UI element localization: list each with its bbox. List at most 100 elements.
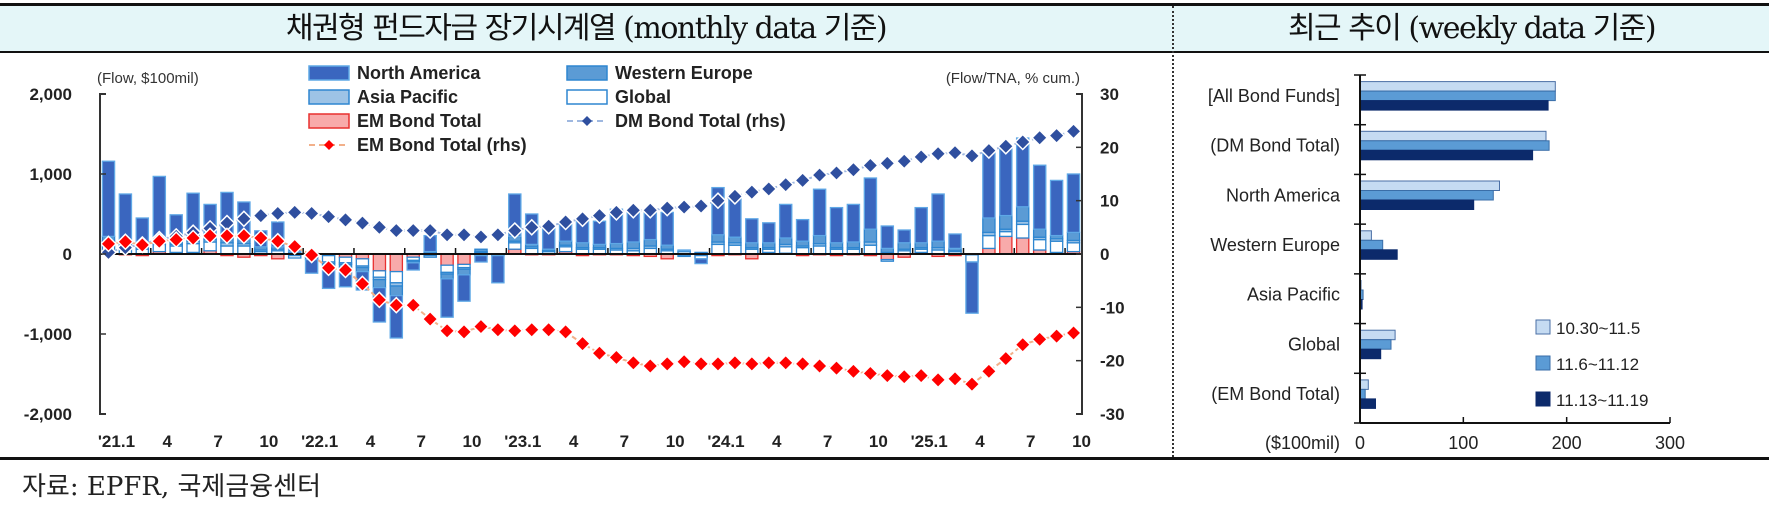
bar-western-europe-2024-12 <box>897 242 911 250</box>
em-bond-total-rhs-point-2021-05 <box>167 231 185 249</box>
bar-western-europe-2023-09 <box>643 238 658 247</box>
em-bond-total-rhs-point-2024-05 <box>777 354 795 372</box>
bar-western-europe-2024-03 <box>745 242 759 249</box>
em-bond-total-rhs-point-2021-08 <box>218 227 236 245</box>
bar-global-2022-04 <box>355 258 370 267</box>
bar-north-america-2022-09 <box>440 278 454 318</box>
em-bond-total-rhs-point-2022-12 <box>489 321 507 339</box>
bar-western-europe-2024-02 <box>728 236 742 244</box>
dm-bond-total-rhs-point-2023-12 <box>692 197 710 215</box>
em-bond-total-rhs-point-2022-08 <box>421 310 439 328</box>
dm-bond-total-rhs-point-2024-07 <box>811 166 829 184</box>
legend-swatch <box>1535 319 1551 335</box>
bar-north-america-2025-01 <box>914 206 928 244</box>
dm-bond-total-rhs-point-2022-06 <box>387 221 405 240</box>
x-tick-label: 10 <box>259 432 278 451</box>
dm-bond-total-rhs-point-2024-03 <box>743 183 761 201</box>
bar-north-america-2025-10 <box>1066 173 1081 234</box>
legend-item-western-europe: Western Europe <box>566 63 753 83</box>
bar-global-2025-08 <box>1032 238 1047 251</box>
value-tick-label: 200 <box>1552 433 1582 453</box>
legend-label: Asia Pacific <box>357 87 458 107</box>
bar-em-2022-09 <box>440 253 454 266</box>
legend-marker-swatch <box>582 116 592 126</box>
bar-north-america-2022-11 <box>474 254 488 263</box>
dm-bond-total-rhs-point-2025-08 <box>1031 129 1049 147</box>
em-bond-total-rhs-point-2024-01 <box>709 355 727 373</box>
weekly-bar-5-2 <box>1359 348 1382 360</box>
category-label: [All Bond Funds] <box>1208 86 1340 106</box>
weekly-bar-5-1 <box>1359 339 1392 350</box>
bar-north-america-2023-10 <box>660 211 674 246</box>
value-tick-label: 0 <box>1355 433 1365 453</box>
axes-layer: [All Bond Funds] (DM Bond Total) North Ame… <box>1208 74 1685 453</box>
em-bond-total-rhs-point-2023-04 <box>557 323 575 341</box>
em-bond-total-rhs-point-2025-03 <box>946 370 964 388</box>
dm-bond-total-rhs-point-2024-02 <box>726 187 744 205</box>
x-tick-label: 10 <box>1072 432 1091 451</box>
em-bond-total-rhs-point-2021-12 <box>286 237 304 256</box>
bar-western-europe-2025-06 <box>999 214 1013 230</box>
header-border <box>0 51 1769 53</box>
bar-western-europe-2024-08 <box>829 242 844 249</box>
source-note: 자료: EPFR, 국제금융센터 <box>22 472 322 502</box>
em-bond-total-rhs-point-2024-06 <box>794 355 812 373</box>
dm-bond-total-rhs-point-2025-09 <box>1048 127 1066 145</box>
category-label: Global <box>1288 334 1340 354</box>
dm-bond-total-rhs-point-2025-01 <box>912 148 930 166</box>
bar-north-america-2022-07 <box>406 262 420 271</box>
bar-north-america-2022-12 <box>491 254 505 284</box>
weekly-bar-3-0 <box>1359 230 1372 241</box>
bar-global-2025-04 <box>965 254 979 263</box>
em-bond-total-rhs-point-2021-03 <box>133 236 151 254</box>
legend-item-week-2: 11.13~11.19 <box>1535 391 1649 410</box>
legend-swatch <box>308 89 350 105</box>
em-bond-total-rhs-point-2023-08 <box>624 354 642 372</box>
legend-item-asia-pacific: Asia Pacific <box>308 87 458 107</box>
bar-north-america-2025-05 <box>982 151 996 219</box>
bar-north-america-2024-11 <box>880 225 895 250</box>
em-bond-total-rhs-point-2025-08 <box>1031 330 1049 348</box>
bar-global-2024-01 <box>711 243 725 255</box>
em-bond-total-rhs-point-2022-10 <box>455 323 473 341</box>
bar-north-america-2024-09 <box>846 203 861 243</box>
bar-western-europe-2024-01 <box>711 234 725 243</box>
bar-north-america-2024-04 <box>762 222 776 244</box>
legend-label: Global <box>615 87 671 107</box>
weekly-bar-0-2 <box>1359 100 1549 111</box>
dm-bond-total-rhs-point-2022-09 <box>438 226 456 244</box>
dm-bond-total-rhs-point-2025-10 <box>1064 122 1083 140</box>
x-tick-label: 7 <box>620 432 629 451</box>
legend-label: Western Europe <box>615 63 753 83</box>
bar-global-2022-06 <box>389 270 404 284</box>
dm-bond-total-rhs-point-2022-10 <box>455 226 473 244</box>
bar-global-2021-08 <box>220 245 234 255</box>
legend: 10.30~11.5 11.6~11.12 11.13~11.19 <box>1535 319 1649 410</box>
dm-bond-total-rhs-point-2022-08 <box>421 221 439 240</box>
em-bond-total-rhs-point-2022-02 <box>320 259 338 277</box>
y2-tick-label: 20 <box>1100 138 1119 157</box>
em-bond-total-rhs-point-2025-10 <box>1064 324 1083 342</box>
bar-western-europe-2024-07 <box>812 234 827 245</box>
dm-bond-total-rhs-point-2024-05 <box>777 176 795 194</box>
x-tick-label: 10 <box>666 432 685 451</box>
dm-bond-total-rhs-point-2023-03 <box>540 217 558 235</box>
dm-bond-total-rhs-point-2024-06 <box>794 171 812 189</box>
y2-axis-unit-label: (Flow/TNA, % cum.) <box>946 70 1080 87</box>
header-band <box>0 6 1769 52</box>
bar-western-europe-2022-10 <box>457 268 471 276</box>
em-bond-total-rhs-point-2023-03 <box>540 321 558 339</box>
y2-tick-label: -20 <box>1100 352 1125 371</box>
weekly-bar-0-1 <box>1359 90 1556 102</box>
legend-item-north-america: North America <box>308 63 481 83</box>
em-bond-total-rhs-point-2025-07 <box>1014 336 1032 354</box>
bar-global-2024-10 <box>863 244 878 255</box>
legend-item-em: EM Bond Total <box>308 111 482 131</box>
dm-bond-total-rhs-point-2024-11 <box>878 154 896 172</box>
bar-global-2025-06 <box>999 230 1013 238</box>
y-tick-label: 1,000 <box>29 165 72 184</box>
x-tick-label: '23.1 <box>504 432 541 451</box>
em-bond-total-rhs-point-2021-04 <box>150 232 168 250</box>
dm-bond-total-rhs-point-2021-09 <box>235 210 253 228</box>
em-bond-total-rhs-point-2021-06 <box>184 229 202 247</box>
